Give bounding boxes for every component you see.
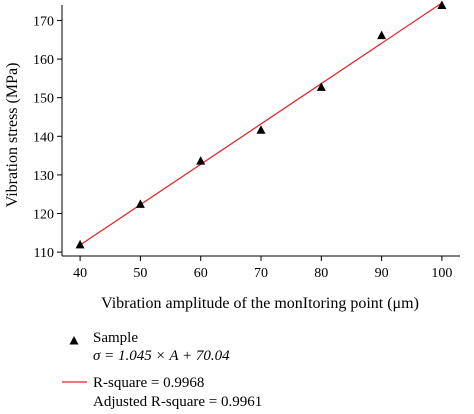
fit-line-layer bbox=[79, 2, 443, 246]
x-axis-label: Vibration amplitude of the monItoring po… bbox=[101, 295, 419, 312]
x-tick-label: 50 bbox=[133, 266, 147, 281]
y-tick-label: 130 bbox=[33, 169, 54, 184]
y-tick-label: 170 bbox=[33, 14, 54, 29]
legend-adjusted-rsquare: Adjusted R-square = 0.9961 bbox=[93, 394, 262, 410]
x-tick-label: 100 bbox=[431, 266, 452, 281]
legend-sample-marker bbox=[69, 336, 79, 345]
legend-sample-label: Sample bbox=[93, 330, 138, 346]
data-point bbox=[377, 30, 387, 40]
x-tick-label: 60 bbox=[194, 266, 208, 281]
y-tick-label: 110 bbox=[34, 246, 54, 261]
data-point bbox=[135, 199, 145, 208]
x-tick-label: 80 bbox=[314, 266, 328, 281]
y-tick-label: 160 bbox=[33, 53, 54, 68]
x-tick-label: 90 bbox=[375, 266, 389, 281]
y-tick-label: 120 bbox=[33, 208, 54, 223]
data-point bbox=[256, 125, 266, 134]
data-point bbox=[316, 82, 326, 91]
tick-marks: 40 50 60 70 80 90 100 110 120 130 140 150 160 170 bbox=[33, 14, 452, 281]
fit-line bbox=[79, 2, 443, 246]
y-axis-label: Vibration stress (MPa) bbox=[4, 63, 21, 208]
data-points-layer bbox=[75, 0, 447, 249]
data-point bbox=[437, 0, 447, 9]
x-tick-label: 70 bbox=[254, 266, 268, 281]
x-tick-label: 40 bbox=[73, 266, 87, 281]
data-point bbox=[196, 156, 206, 165]
legend-rsquare: R-square = 0.9968 bbox=[93, 375, 204, 391]
legend-equation: σ = 1.045 × A + 70.04 bbox=[93, 348, 230, 364]
y-tick-label: 150 bbox=[33, 92, 54, 107]
y-tick-label: 140 bbox=[33, 130, 54, 145]
data-point bbox=[75, 239, 85, 249]
legend: Sample σ = 1.045 × A + 70.04 R-square = … bbox=[62, 330, 262, 410]
